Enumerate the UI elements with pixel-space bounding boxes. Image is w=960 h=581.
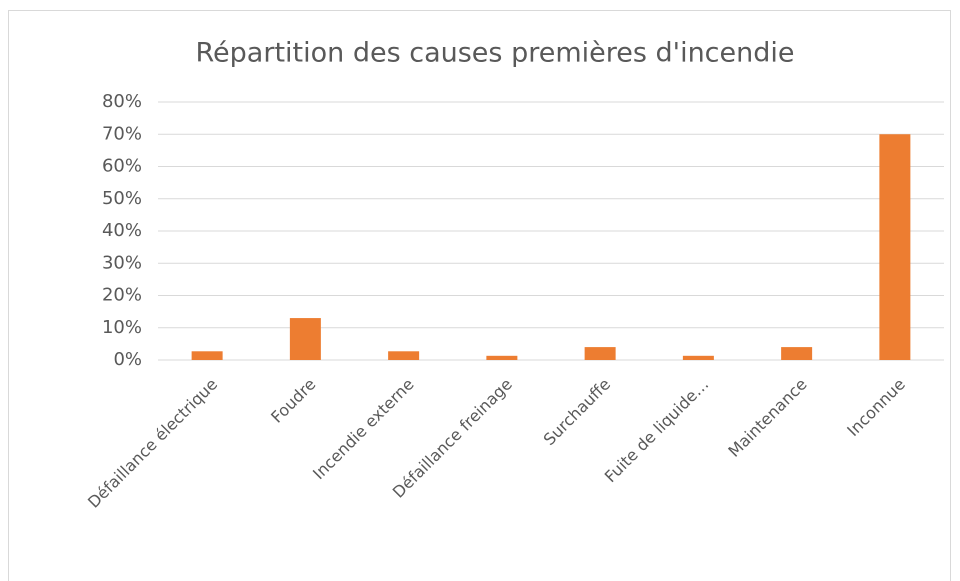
bar (682, 355, 714, 360)
y-tick-label: 10% (102, 317, 142, 338)
y-tick-label: 0% (113, 349, 142, 370)
bar (289, 318, 321, 360)
bar (879, 134, 911, 360)
y-tick-label: 20% (102, 285, 142, 306)
y-tick-label: 70% (102, 123, 142, 144)
bar (584, 347, 616, 360)
y-tick-label: 50% (102, 188, 142, 209)
y-tick-label: 30% (102, 252, 142, 273)
y-tick-label: 40% (102, 220, 142, 241)
chart-title: Répartition des causes premières d'incen… (196, 38, 795, 69)
bar (486, 355, 518, 360)
y-tick-label: 80% (102, 91, 142, 112)
bar (388, 351, 420, 360)
y-tick-label: 60% (102, 156, 142, 177)
bar (191, 351, 223, 360)
bar (781, 347, 813, 360)
